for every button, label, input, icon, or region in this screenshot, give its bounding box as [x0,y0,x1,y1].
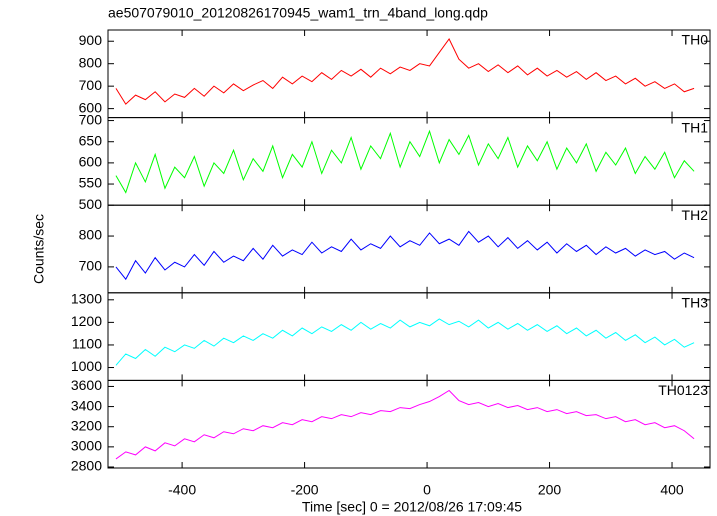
data-line [115,318,695,366]
y-tick-label: 3600 [71,377,102,393]
y-tick-label: 1100 [72,336,102,352]
panel-label: TH2 [682,207,709,223]
y-tick-label: 3400 [71,397,102,413]
data-line [115,389,695,460]
data-line [115,129,695,194]
x-tick-label: 200 [538,482,562,498]
data-line [115,230,695,281]
panel-frame [107,292,711,381]
y-tick-label: 2800 [71,458,102,474]
y-tick-label: 1300 [71,291,102,307]
y-tick-label: 800 [79,227,103,243]
y-tick-label: 1200 [71,313,102,329]
y-tick-label: 900 [79,32,103,48]
data-line [115,38,695,105]
y-tick-label: 650 [79,132,103,148]
y-tick-label: 500 [79,196,103,212]
chart-title: ae507079010_20120826170945_wam1_trn_4ban… [108,5,488,21]
y-tick-label: 700 [79,77,103,93]
y-tick-label: 800 [79,54,103,70]
x-tick-label: 400 [660,482,684,498]
y-tick-label: 3000 [71,438,102,454]
y-tick-label: 3200 [71,417,102,433]
x-tick-label: -400 [168,482,196,498]
panel-frame [107,204,711,294]
y-tick-label: 1000 [71,358,102,374]
y-tick-label: 700 [79,258,103,274]
panel-label: TH3 [682,295,709,311]
panel-label: TH0 [682,32,709,48]
panel-label: TH1 [682,119,709,135]
x-tick-label: 0 [423,482,431,498]
x-tick-label: -200 [291,482,319,498]
panel-label: TH0123 [658,382,708,398]
panel-frame [107,379,711,469]
y-tick-label: 600 [79,154,103,170]
x-axis-label: Time [sec] 0 = 2012/08/26 17:09:45 [302,499,522,515]
y-tick-label: 700 [79,111,103,127]
y-tick-label: 600 [79,99,103,115]
panel-frame [107,117,711,206]
y-tick-label: 550 [79,175,103,191]
panel-frame [107,29,711,119]
y-axis-label: Counts/sec [31,214,47,284]
